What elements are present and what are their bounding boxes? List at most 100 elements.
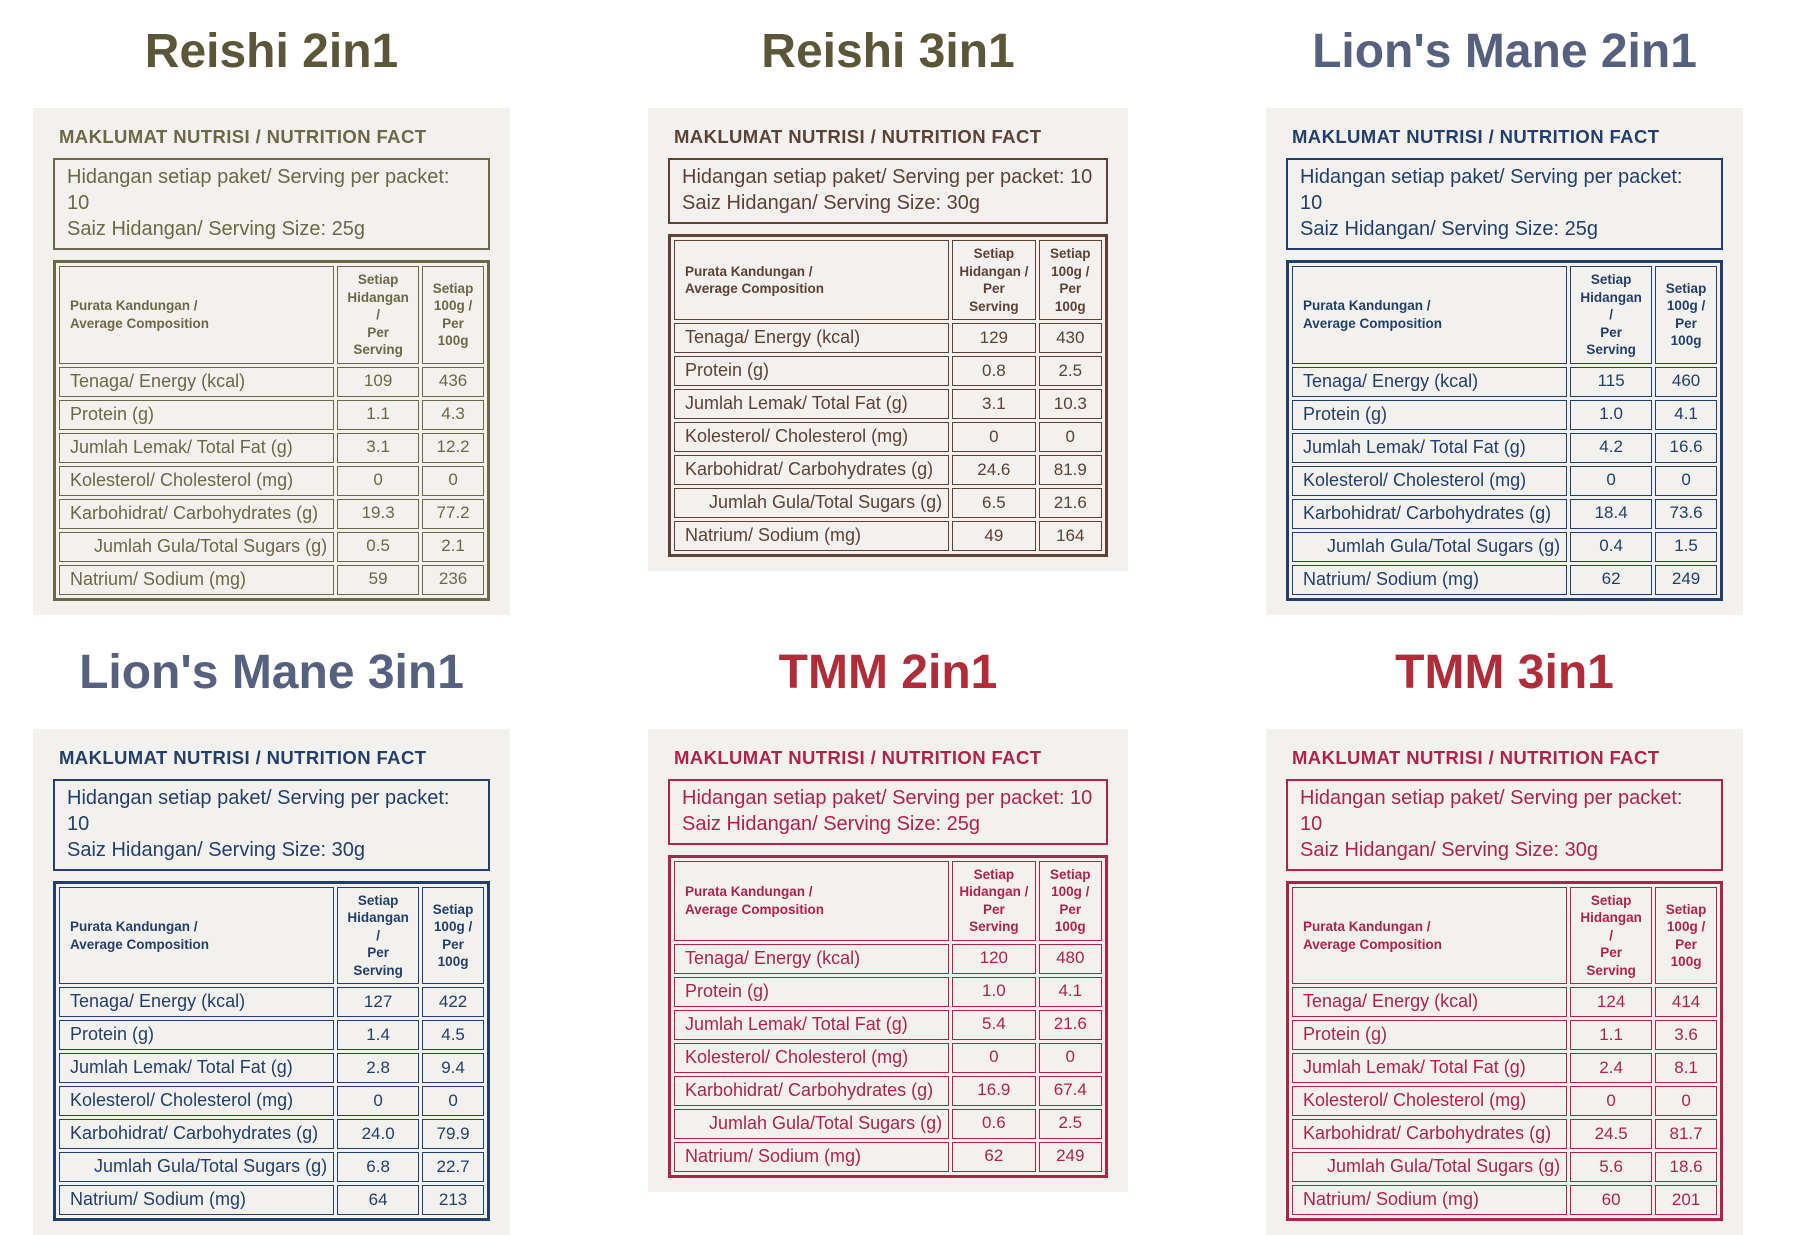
nutrient-label: Tenaga/ Energy (kcal) xyxy=(674,323,950,354)
product-panel: Reishi 2in1 MAKLUMAT NUTRISI / NUTRITION… xyxy=(33,24,510,615)
serving-per-packet-text: Hidangan setiap paket/ Serving per packe… xyxy=(682,786,1093,809)
nutrient-row: Karbohidrat/ Carbohydrates (g) 18.4 73.6 xyxy=(1292,498,1717,529)
nutrient-label: Jumlah Lemak/ Total Fat (g) xyxy=(1292,432,1568,463)
column-header-composition-line1: Purata Kandungan / xyxy=(1303,919,1431,935)
nutrient-per-serving-value: 0 xyxy=(952,422,1036,453)
nutrition-table-header: Purata Kandungan / Average Composition S… xyxy=(674,240,1102,321)
nutrient-label: Kolesterol/ Cholesterol (mg) xyxy=(1292,1086,1568,1117)
nutrition-facts-card: MAKLUMAT NUTRISI / NUTRITION FACT Hidang… xyxy=(33,108,510,615)
column-header-per-serving-line1: Setiap Hidangan / xyxy=(347,892,409,943)
nutrition-facts-card: MAKLUMAT NUTRISI / NUTRITION FACT Hidang… xyxy=(33,728,510,1235)
nutrition-table: Purata Kandungan / Average Composition S… xyxy=(1286,260,1723,601)
nutrient-per-100g-value: 79.9 xyxy=(422,1119,484,1150)
nutrient-label: Jumlah Lemak/ Total Fat (g) xyxy=(1292,1053,1568,1084)
column-header-per-100g-line2: Per 100g xyxy=(437,936,469,970)
nutrient-per-serving-value: 0 xyxy=(337,465,420,496)
nutrient-label: Tenaga/ Energy (kcal) xyxy=(59,987,335,1018)
nutrient-per-100g-value: 249 xyxy=(1038,1141,1102,1172)
nutrient-label: Jumlah Gula/Total Sugars (g) xyxy=(1292,531,1568,562)
nutrient-per-serving-value: 3.1 xyxy=(337,432,420,463)
nutrient-per-serving-value: 5.4 xyxy=(952,1009,1036,1040)
nutrition-facts-card: MAKLUMAT NUTRISI / NUTRITION FACT Hidang… xyxy=(1266,728,1743,1235)
nutrient-label: Jumlah Lemak/ Total Fat (g) xyxy=(59,432,335,463)
nutrient-label: Karbohidrat/ Carbohydrates (g) xyxy=(674,1075,950,1106)
column-header-per-100g-line1: Setiap 100g / xyxy=(1050,866,1091,900)
nutrient-row: Kolesterol/ Cholesterol (mg) 0 0 xyxy=(59,465,484,496)
nutrient-per-serving-value: 1.0 xyxy=(952,976,1036,1007)
product-panel: Lion's Mane 2in1 MAKLUMAT NUTRISI / NUTR… xyxy=(1266,24,1743,615)
nutrient-row: Jumlah Gula/Total Sugars (g) 0.4 1.5 xyxy=(1292,531,1717,562)
product-panel: TMM 2in1 MAKLUMAT NUTRISI / NUTRITION FA… xyxy=(648,645,1128,1235)
column-header-per-100g-line2: Per 100g xyxy=(1054,281,1086,314)
column-header-per-100g: Setiap 100g / Per 100g xyxy=(1038,860,1102,941)
nutrient-per-serving-value: 1.1 xyxy=(1570,1020,1653,1051)
column-header-per-100g: Setiap 100g / Per 100g xyxy=(1038,240,1102,321)
nutrient-per-100g-value: 0 xyxy=(422,1086,484,1117)
nutrition-table-header: Purata Kandungan / Average Composition S… xyxy=(59,266,484,364)
column-header-per-serving: Setiap Hidangan / Per Serving xyxy=(1570,886,1653,985)
nutrition-table-body: Tenaga/ Energy (kcal) 109 436 Protein (g… xyxy=(59,366,484,595)
nutrient-per-100g-value: 8.1 xyxy=(1655,1053,1717,1084)
nutrient-row: Jumlah Gula/Total Sugars (g) 6.5 21.6 xyxy=(674,488,1102,519)
nutrient-row: Kolesterol/ Cholesterol (mg) 0 0 xyxy=(1292,1086,1717,1117)
nutrient-label: Natrium/ Sodium (mg) xyxy=(59,564,335,595)
nutrient-per-serving-value: 60 xyxy=(1570,1185,1653,1216)
nutrition-table: Purata Kandungan / Average Composition S… xyxy=(53,260,490,601)
nutrient-per-serving-value: 127 xyxy=(337,987,420,1018)
nutrient-row: Protein (g) 1.0 4.1 xyxy=(1292,399,1717,430)
nutrient-per-serving-value: 115 xyxy=(1570,366,1653,397)
nutrient-per-100g-value: 436 xyxy=(422,366,484,397)
column-header-per-serving-line2: Per Serving xyxy=(969,901,1019,935)
nutrition-table-header: Purata Kandungan / Average Composition S… xyxy=(59,886,484,985)
column-header-per-100g: Setiap 100g / Per 100g xyxy=(1655,266,1717,364)
nutrient-row: Kolesterol/ Cholesterol (mg) 0 0 xyxy=(1292,465,1717,496)
column-header-composition-line1: Purata Kandungan / xyxy=(70,298,198,314)
serving-size-text: Saiz Hidangan/ Serving Size: 30g xyxy=(67,838,365,861)
nutrient-per-100g-value: 12.2 xyxy=(422,432,484,463)
nutrition-table-body: Tenaga/ Energy (kcal) 115 460 Protein (g… xyxy=(1292,366,1717,595)
column-header-per-100g: Setiap 100g / Per 100g xyxy=(422,266,484,364)
nutrient-per-100g-value: 77.2 xyxy=(422,498,484,529)
nutrient-label: Protein (g) xyxy=(1292,1020,1568,1051)
nutrient-label: Natrium/ Sodium (mg) xyxy=(1292,1185,1568,1216)
serving-info-box: Hidangan setiap paket/ Serving per packe… xyxy=(53,158,490,250)
column-header-composition-line1: Purata Kandungan / xyxy=(1303,298,1431,314)
column-header-per-100g-line1: Setiap 100g / xyxy=(1665,901,1707,935)
nutrient-per-serving-value: 120 xyxy=(952,943,1036,974)
nutrient-per-100g-value: 480 xyxy=(1038,943,1102,974)
nutrient-label: Karbohidrat/ Carbohydrates (g) xyxy=(59,1119,335,1150)
nutrient-per-serving-value: 4.2 xyxy=(1570,432,1653,463)
nutrient-label: Jumlah Gula/Total Sugars (g) xyxy=(1292,1152,1568,1183)
column-header-per-100g-line2: Per 100g xyxy=(437,315,469,349)
column-header-per-serving-line2: Per Serving xyxy=(353,324,403,358)
nutrient-row: Natrium/ Sodium (mg) 62 249 xyxy=(674,1141,1102,1172)
nutrient-per-100g-value: 81.7 xyxy=(1655,1119,1717,1150)
column-header-composition: Purata Kandungan / Average Composition xyxy=(674,240,950,321)
nutrient-per-100g-value: 3.6 xyxy=(1655,1020,1717,1051)
nutrient-label: Kolesterol/ Cholesterol (mg) xyxy=(59,1086,335,1117)
column-header-per-100g-line1: Setiap 100g / xyxy=(432,901,474,935)
column-header-composition-line1: Purata Kandungan / xyxy=(685,263,813,279)
nutrient-row: Protein (g) 1.1 4.3 xyxy=(59,399,484,430)
nutrient-per-100g-value: 67.4 xyxy=(1038,1075,1102,1106)
nutrient-per-serving-value: 18.4 xyxy=(1570,498,1653,529)
nutrient-row: Karbohidrat/ Carbohydrates (g) 24.5 81.7 xyxy=(1292,1119,1717,1150)
nutrient-per-serving-value: 0.8 xyxy=(952,356,1036,387)
column-header-composition-line2: Average Composition xyxy=(70,936,210,952)
nutrient-per-serving-value: 0 xyxy=(1570,465,1653,496)
product-title: TMM 3in1 xyxy=(1395,645,1614,699)
nutrient-row: Natrium/ Sodium (mg) 62 249 xyxy=(1292,564,1717,595)
column-header-composition-line1: Purata Kandungan / xyxy=(685,884,813,900)
nutrition-facts-heading: MAKLUMAT NUTRISI / NUTRITION FACT xyxy=(674,746,1042,768)
nutrient-label: Karbohidrat/ Carbohydrates (g) xyxy=(674,455,950,486)
serving-info-box: Hidangan setiap paket/ Serving per packe… xyxy=(668,158,1108,224)
nutrient-row: Protein (g) 1.4 4.5 xyxy=(59,1020,484,1051)
column-header-composition-line2: Average Composition xyxy=(70,315,210,331)
nutrition-table: Purata Kandungan / Average Composition S… xyxy=(53,880,490,1222)
nutrient-row: Protein (g) 1.0 4.1 xyxy=(674,976,1102,1007)
nutrient-row: Karbohidrat/ Carbohydrates (g) 24.0 79.9 xyxy=(59,1119,484,1150)
nutrient-per-100g-value: 2.5 xyxy=(1038,356,1102,387)
nutrition-facts-card: MAKLUMAT NUTRISI / NUTRITION FACT Hidang… xyxy=(648,728,1128,1192)
nutrient-per-serving-value: 49 xyxy=(952,521,1036,552)
nutrient-label: Protein (g) xyxy=(59,399,335,430)
